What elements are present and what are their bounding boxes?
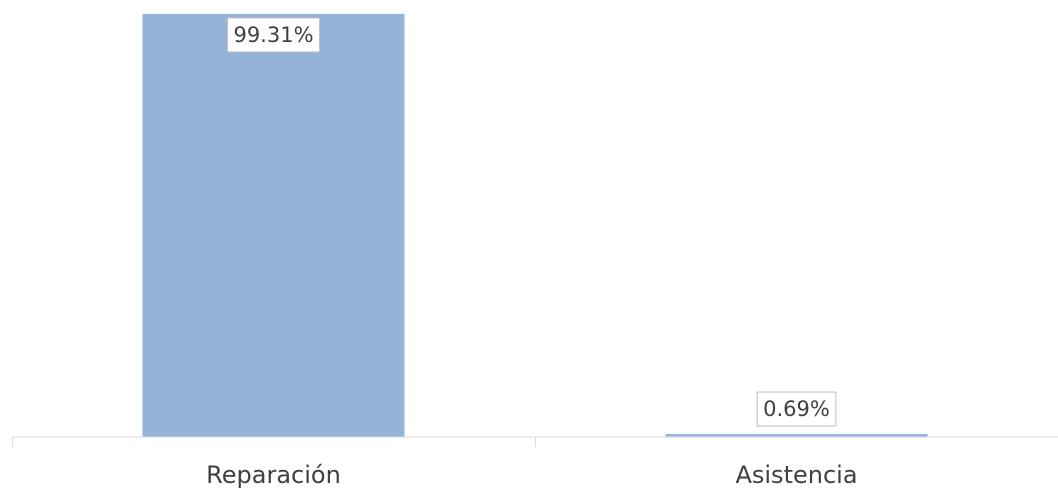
data-labels-group: 99.31% 0.69%	[226, 17, 837, 427]
data-label-1: 0.69%	[756, 391, 837, 427]
data-label-text: 0.69%	[763, 397, 830, 421]
x-tick-label-1: Asistencia	[735, 461, 857, 489]
data-label-box	[226, 17, 321, 53]
data-label-box	[756, 391, 837, 427]
x-tick-label-0: Reparación	[206, 461, 341, 489]
bar-0	[142, 13, 405, 438]
data-label-text: 99.31%	[233, 23, 313, 47]
bar-1	[665, 434, 928, 437]
x-axis-ticks	[12, 437, 536, 447]
bars-group	[142, 13, 928, 438]
x-axis-tick-labels: Reparación Asistencia	[206, 461, 857, 489]
data-label-0: 99.31%	[226, 17, 321, 53]
